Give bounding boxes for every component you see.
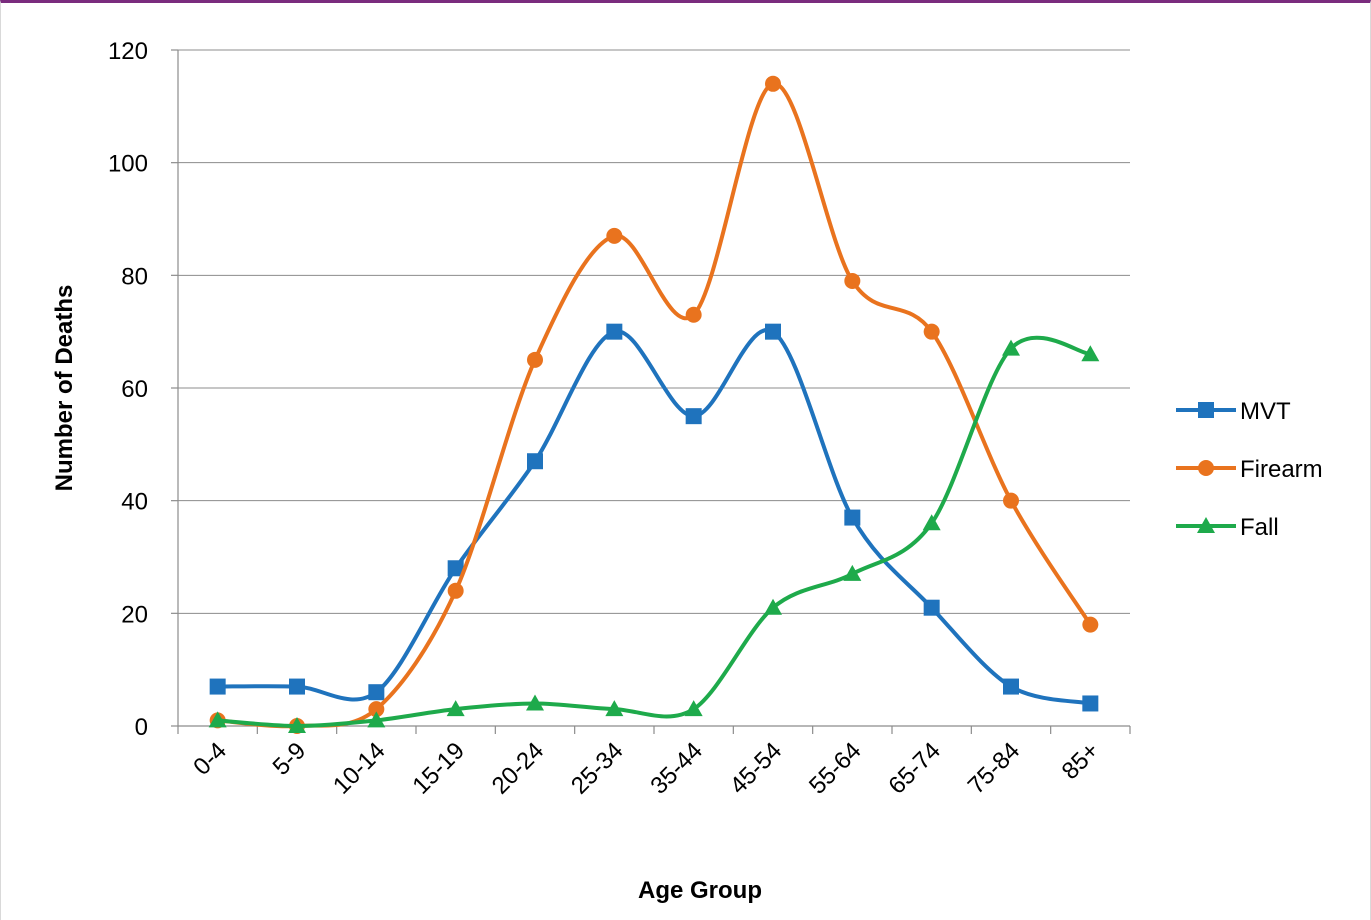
data-point-fall bbox=[843, 564, 862, 581]
legend-label-fall: Fall bbox=[1240, 514, 1279, 541]
series-line-firearm bbox=[215, 81, 1093, 729]
data-point-fall bbox=[446, 700, 465, 717]
x-tick-label: 10-14 bbox=[328, 737, 391, 800]
y-tick-label: 20 bbox=[121, 601, 148, 628]
y-tick-labels: 0 20 40 60 80 100 120 bbox=[108, 38, 148, 741]
data-point-firearm bbox=[606, 227, 623, 244]
data-point-fall bbox=[1081, 345, 1100, 362]
data-point-firearm bbox=[447, 582, 464, 599]
data-point-firearm bbox=[923, 323, 940, 340]
data-point-fall bbox=[208, 711, 227, 728]
data-point-fall bbox=[1002, 339, 1020, 356]
data-point-firearm bbox=[685, 306, 702, 323]
x-tick-label: 25-34 bbox=[566, 737, 629, 800]
data-point-fall bbox=[922, 514, 941, 531]
data-point-mvt bbox=[447, 560, 464, 577]
data-point-mvt bbox=[368, 684, 385, 701]
y-tick-label: 120 bbox=[108, 38, 148, 65]
series-group bbox=[208, 75, 1100, 734]
data-point-mvt bbox=[209, 678, 226, 695]
data-point-fall bbox=[764, 598, 782, 615]
legend-item-firearm: Firearm bbox=[1176, 456, 1323, 483]
x-tick-label: 45-54 bbox=[725, 737, 788, 800]
data-point-mvt bbox=[289, 678, 305, 695]
legend-marker-fall bbox=[1197, 517, 1215, 533]
data-point-fall bbox=[605, 700, 624, 717]
data-point-mvt bbox=[1003, 678, 1019, 695]
series-firearm bbox=[209, 75, 1099, 734]
x-tick-label: 0-4 bbox=[188, 737, 232, 781]
x-tick-label: 75-84 bbox=[963, 737, 1026, 800]
data-point-mvt bbox=[685, 408, 702, 425]
data-point-firearm bbox=[765, 75, 781, 92]
data-point-firearm bbox=[527, 351, 543, 368]
gridlines bbox=[178, 49, 1130, 614]
series-line-fall bbox=[215, 335, 1093, 728]
data-point-mvt bbox=[527, 453, 543, 470]
data-point-mvt bbox=[606, 323, 623, 340]
legend: MVT Firearm Fall bbox=[1176, 398, 1323, 541]
legend-item-fall: Fall bbox=[1176, 514, 1279, 541]
data-point-firearm bbox=[1003, 492, 1019, 509]
x-tick-label: 5-9 bbox=[268, 737, 312, 781]
data-point-fall bbox=[684, 700, 703, 717]
y-tick-label: 0 bbox=[135, 714, 148, 741]
y-tick-label: 40 bbox=[121, 489, 148, 516]
data-point-fall bbox=[367, 711, 386, 728]
data-point-mvt bbox=[844, 509, 861, 526]
data-point-mvt bbox=[923, 599, 940, 616]
data-point-firearm bbox=[368, 701, 385, 718]
x-tick-label: 15-19 bbox=[407, 737, 470, 800]
legend-item-mvt: MVT bbox=[1176, 398, 1291, 425]
data-point-fall bbox=[288, 717, 306, 733]
y-tick-label: 80 bbox=[121, 263, 148, 290]
legend-marker-firearm bbox=[1198, 460, 1214, 476]
y-axis-title: Number of Deaths bbox=[51, 285, 78, 492]
y-tick-label: 100 bbox=[108, 151, 148, 178]
series-mvt bbox=[209, 323, 1099, 712]
data-point-mvt bbox=[1082, 695, 1099, 712]
legend-label-firearm: Firearm bbox=[1240, 456, 1323, 483]
legend-label-mvt: MVT bbox=[1240, 398, 1291, 425]
series-fall bbox=[208, 335, 1100, 733]
x-tick-label: 65-74 bbox=[883, 737, 946, 800]
data-point-firearm bbox=[1082, 616, 1099, 633]
legend-marker-mvt bbox=[1198, 402, 1214, 418]
data-point-fall bbox=[526, 694, 544, 711]
x-axis-title: Age Group bbox=[638, 877, 762, 904]
x-tick-label: 35-44 bbox=[645, 737, 708, 800]
data-point-firearm bbox=[844, 272, 861, 289]
x-tick-label: 20-24 bbox=[487, 737, 550, 800]
data-point-mvt bbox=[765, 323, 781, 340]
x-tick-labels: 0-4 5-9 10-14 15-19 20-24 25-34 35-44 45-54 55-6… bbox=[188, 737, 1104, 800]
x-tick-label: 55-64 bbox=[804, 737, 867, 800]
x-tick-label: 85+ bbox=[1057, 737, 1105, 785]
y-tick-label: 60 bbox=[121, 376, 148, 403]
